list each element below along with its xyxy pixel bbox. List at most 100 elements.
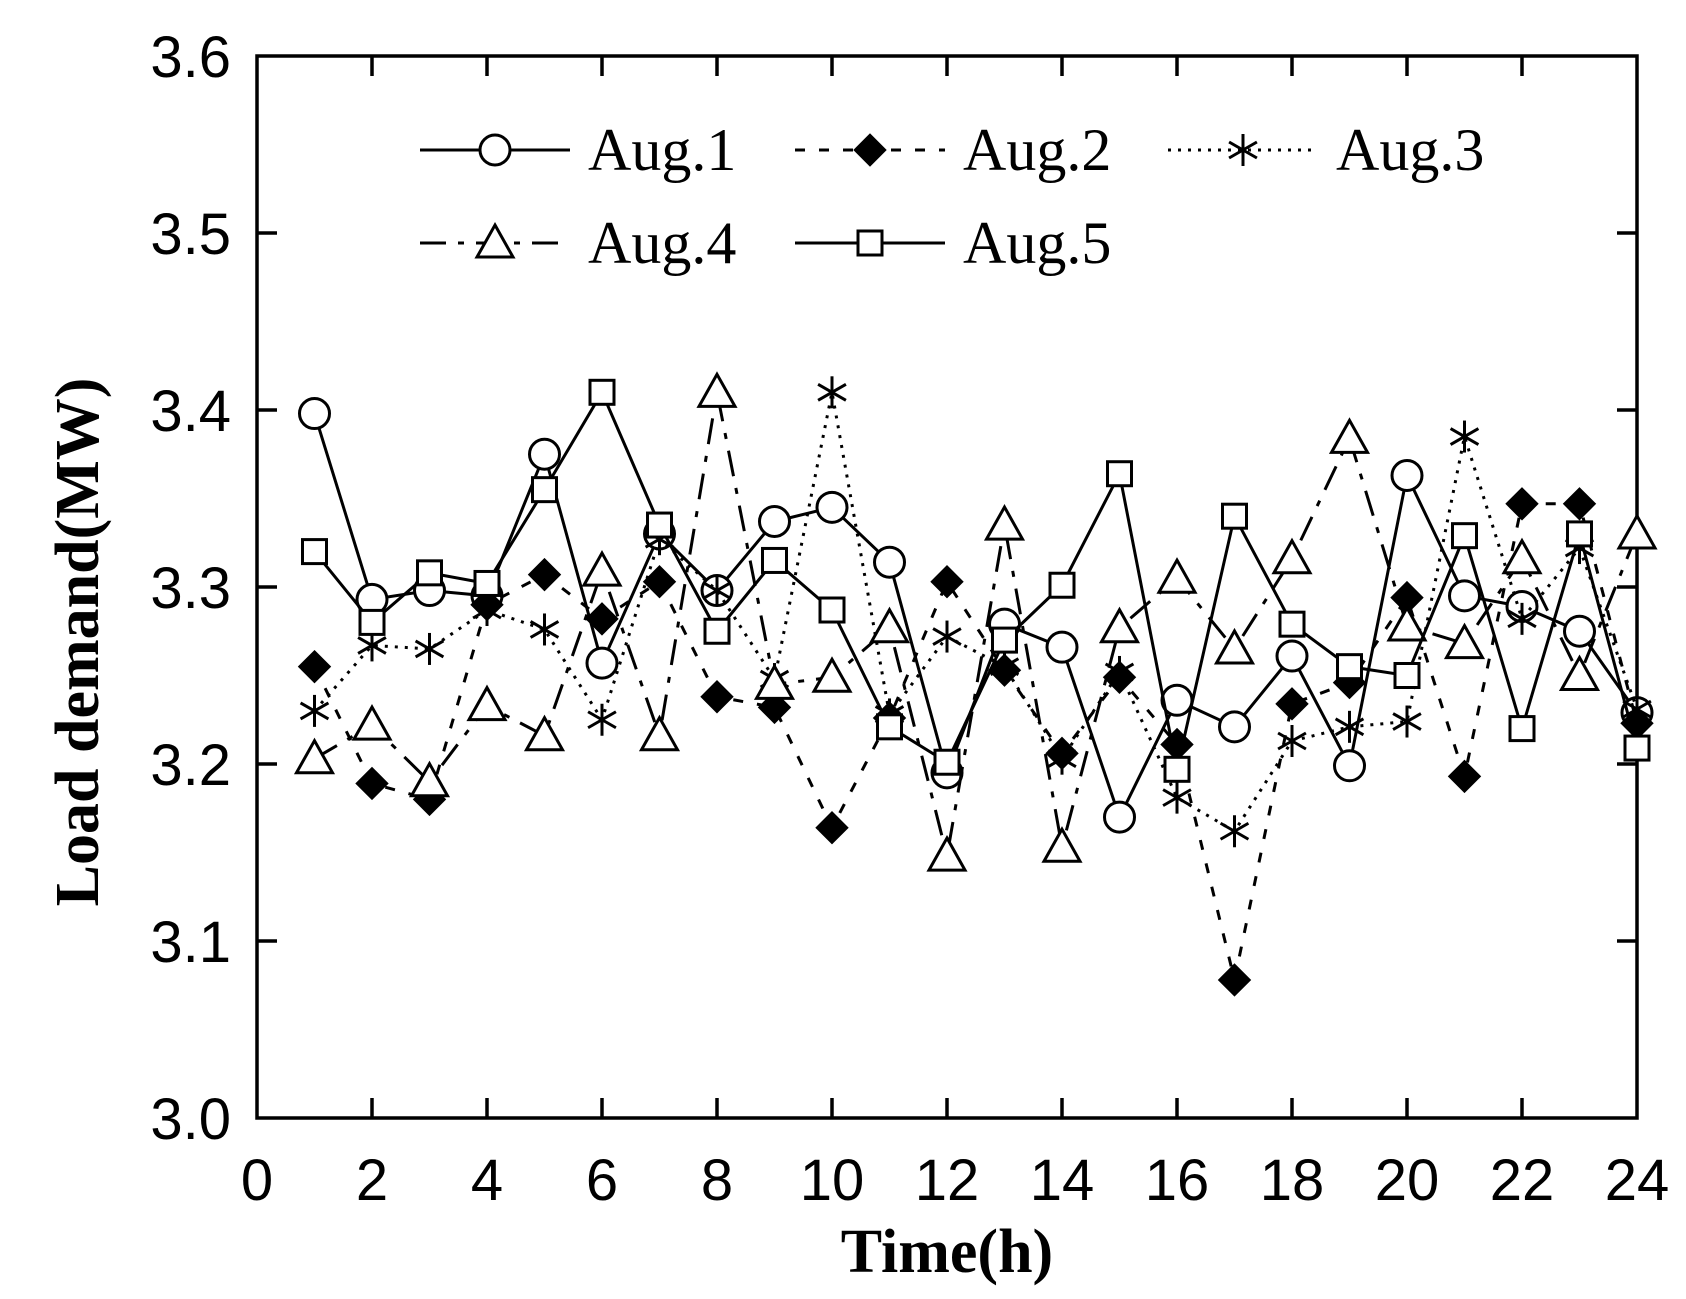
data-point (523, 714, 566, 752)
data-point (758, 505, 791, 539)
x-axis: 0 2 4 6 8 10 12 14 16 18 20 22 24 (241, 56, 1669, 1213)
data-point (1277, 724, 1307, 757)
data-point (933, 748, 961, 776)
series-aug-5 (301, 378, 1651, 783)
data-point (297, 649, 332, 684)
data-point (581, 550, 623, 587)
legend-item: Aug.3 (1168, 117, 1484, 183)
series-line (313, 392, 1639, 857)
data-point (529, 613, 560, 646)
x-tick-label: 2 (356, 1148, 388, 1213)
data-point (868, 606, 911, 644)
series-line (313, 392, 1639, 834)
data-point (527, 557, 562, 592)
data-point (1221, 502, 1248, 530)
data-point (817, 376, 847, 409)
data-point (1449, 420, 1480, 453)
data-point (1451, 522, 1478, 550)
data-point (473, 569, 501, 597)
data-point (588, 378, 616, 406)
data-point (1106, 460, 1133, 488)
data-point (753, 663, 796, 700)
data-point (983, 503, 1026, 541)
legend-marker (853, 133, 887, 167)
data-point (1333, 749, 1366, 783)
x-tick-label: 24 (1605, 1148, 1670, 1213)
legend-item: Aug.2 (795, 117, 1111, 183)
data-point (1162, 781, 1192, 814)
data-point (1386, 604, 1428, 642)
data-point (472, 594, 502, 627)
y-tick-label: 3.0 (150, 1087, 231, 1152)
data-point (293, 737, 336, 775)
data-point (1507, 602, 1537, 635)
series-line (313, 389, 1639, 770)
y-axis: 3.0 3.1 3.2 3.3 3.4 3.5 3.6 (150, 25, 1637, 1152)
x-tick-label: 16 (1145, 1148, 1210, 1213)
data-point (1217, 963, 1252, 997)
legend-marker (474, 221, 516, 259)
data-point (351, 703, 393, 741)
legend-marker (856, 229, 884, 257)
y-tick-label: 3.2 (150, 733, 231, 798)
series-aug-3 (299, 376, 1652, 848)
data-point (585, 646, 619, 680)
data-point (358, 608, 386, 636)
data-point (646, 511, 673, 539)
data-point (1623, 734, 1651, 762)
data-point (466, 684, 508, 722)
data-point (1047, 742, 1077, 775)
x-tick-label: 0 (241, 1148, 273, 1213)
legend-label: Aug.4 (588, 210, 736, 276)
data-point (408, 760, 451, 798)
x-tick-label: 10 (800, 1148, 865, 1213)
data-point (1275, 639, 1309, 673)
data-point (926, 834, 968, 872)
legend-item: Aug.4 (420, 210, 736, 276)
data-point (301, 538, 328, 566)
data-point (703, 617, 731, 645)
data-point (1041, 826, 1083, 863)
data-point (700, 680, 734, 714)
data-point (1213, 627, 1256, 665)
data-point (414, 632, 445, 665)
legend-label: Aug.5 (963, 210, 1111, 276)
data-point (585, 602, 619, 636)
data-point (1275, 687, 1309, 721)
data-point (1098, 606, 1141, 644)
data-point (930, 564, 964, 599)
x-tick-label: 4 (471, 1148, 503, 1213)
data-point (531, 476, 558, 504)
data-point (1448, 579, 1481, 613)
x-axis-title: Time(h) (841, 1218, 1053, 1286)
legend-label: Aug.2 (963, 117, 1111, 183)
data-point (818, 596, 846, 624)
data-point (1447, 759, 1482, 794)
data-point (991, 626, 1018, 654)
data-point (702, 574, 732, 607)
data-point (1156, 557, 1198, 594)
data-point (1334, 710, 1365, 743)
data-point (1616, 512, 1658, 550)
data-point (1558, 654, 1601, 692)
data-point (299, 694, 330, 727)
data-point (1393, 662, 1421, 689)
series-line (313, 502, 1639, 981)
legend-marker (478, 133, 512, 167)
data-point (1508, 715, 1536, 743)
data-point (1566, 520, 1593, 548)
data-point (1328, 417, 1371, 454)
data-point (1336, 653, 1363, 681)
y-tick-label: 3.5 (150, 202, 231, 267)
legend-item: Aug.1 (420, 117, 736, 183)
data-point (528, 437, 561, 471)
data-point (873, 545, 906, 579)
data-point (355, 766, 389, 801)
data-point (587, 703, 617, 736)
x-tick-label: 8 (701, 1148, 733, 1213)
y-tick-label: 3.4 (150, 379, 231, 444)
y-axis-title: Load demand(MW) (44, 378, 112, 907)
data-point (416, 559, 443, 587)
legend-item: Aug.5 (795, 210, 1111, 276)
